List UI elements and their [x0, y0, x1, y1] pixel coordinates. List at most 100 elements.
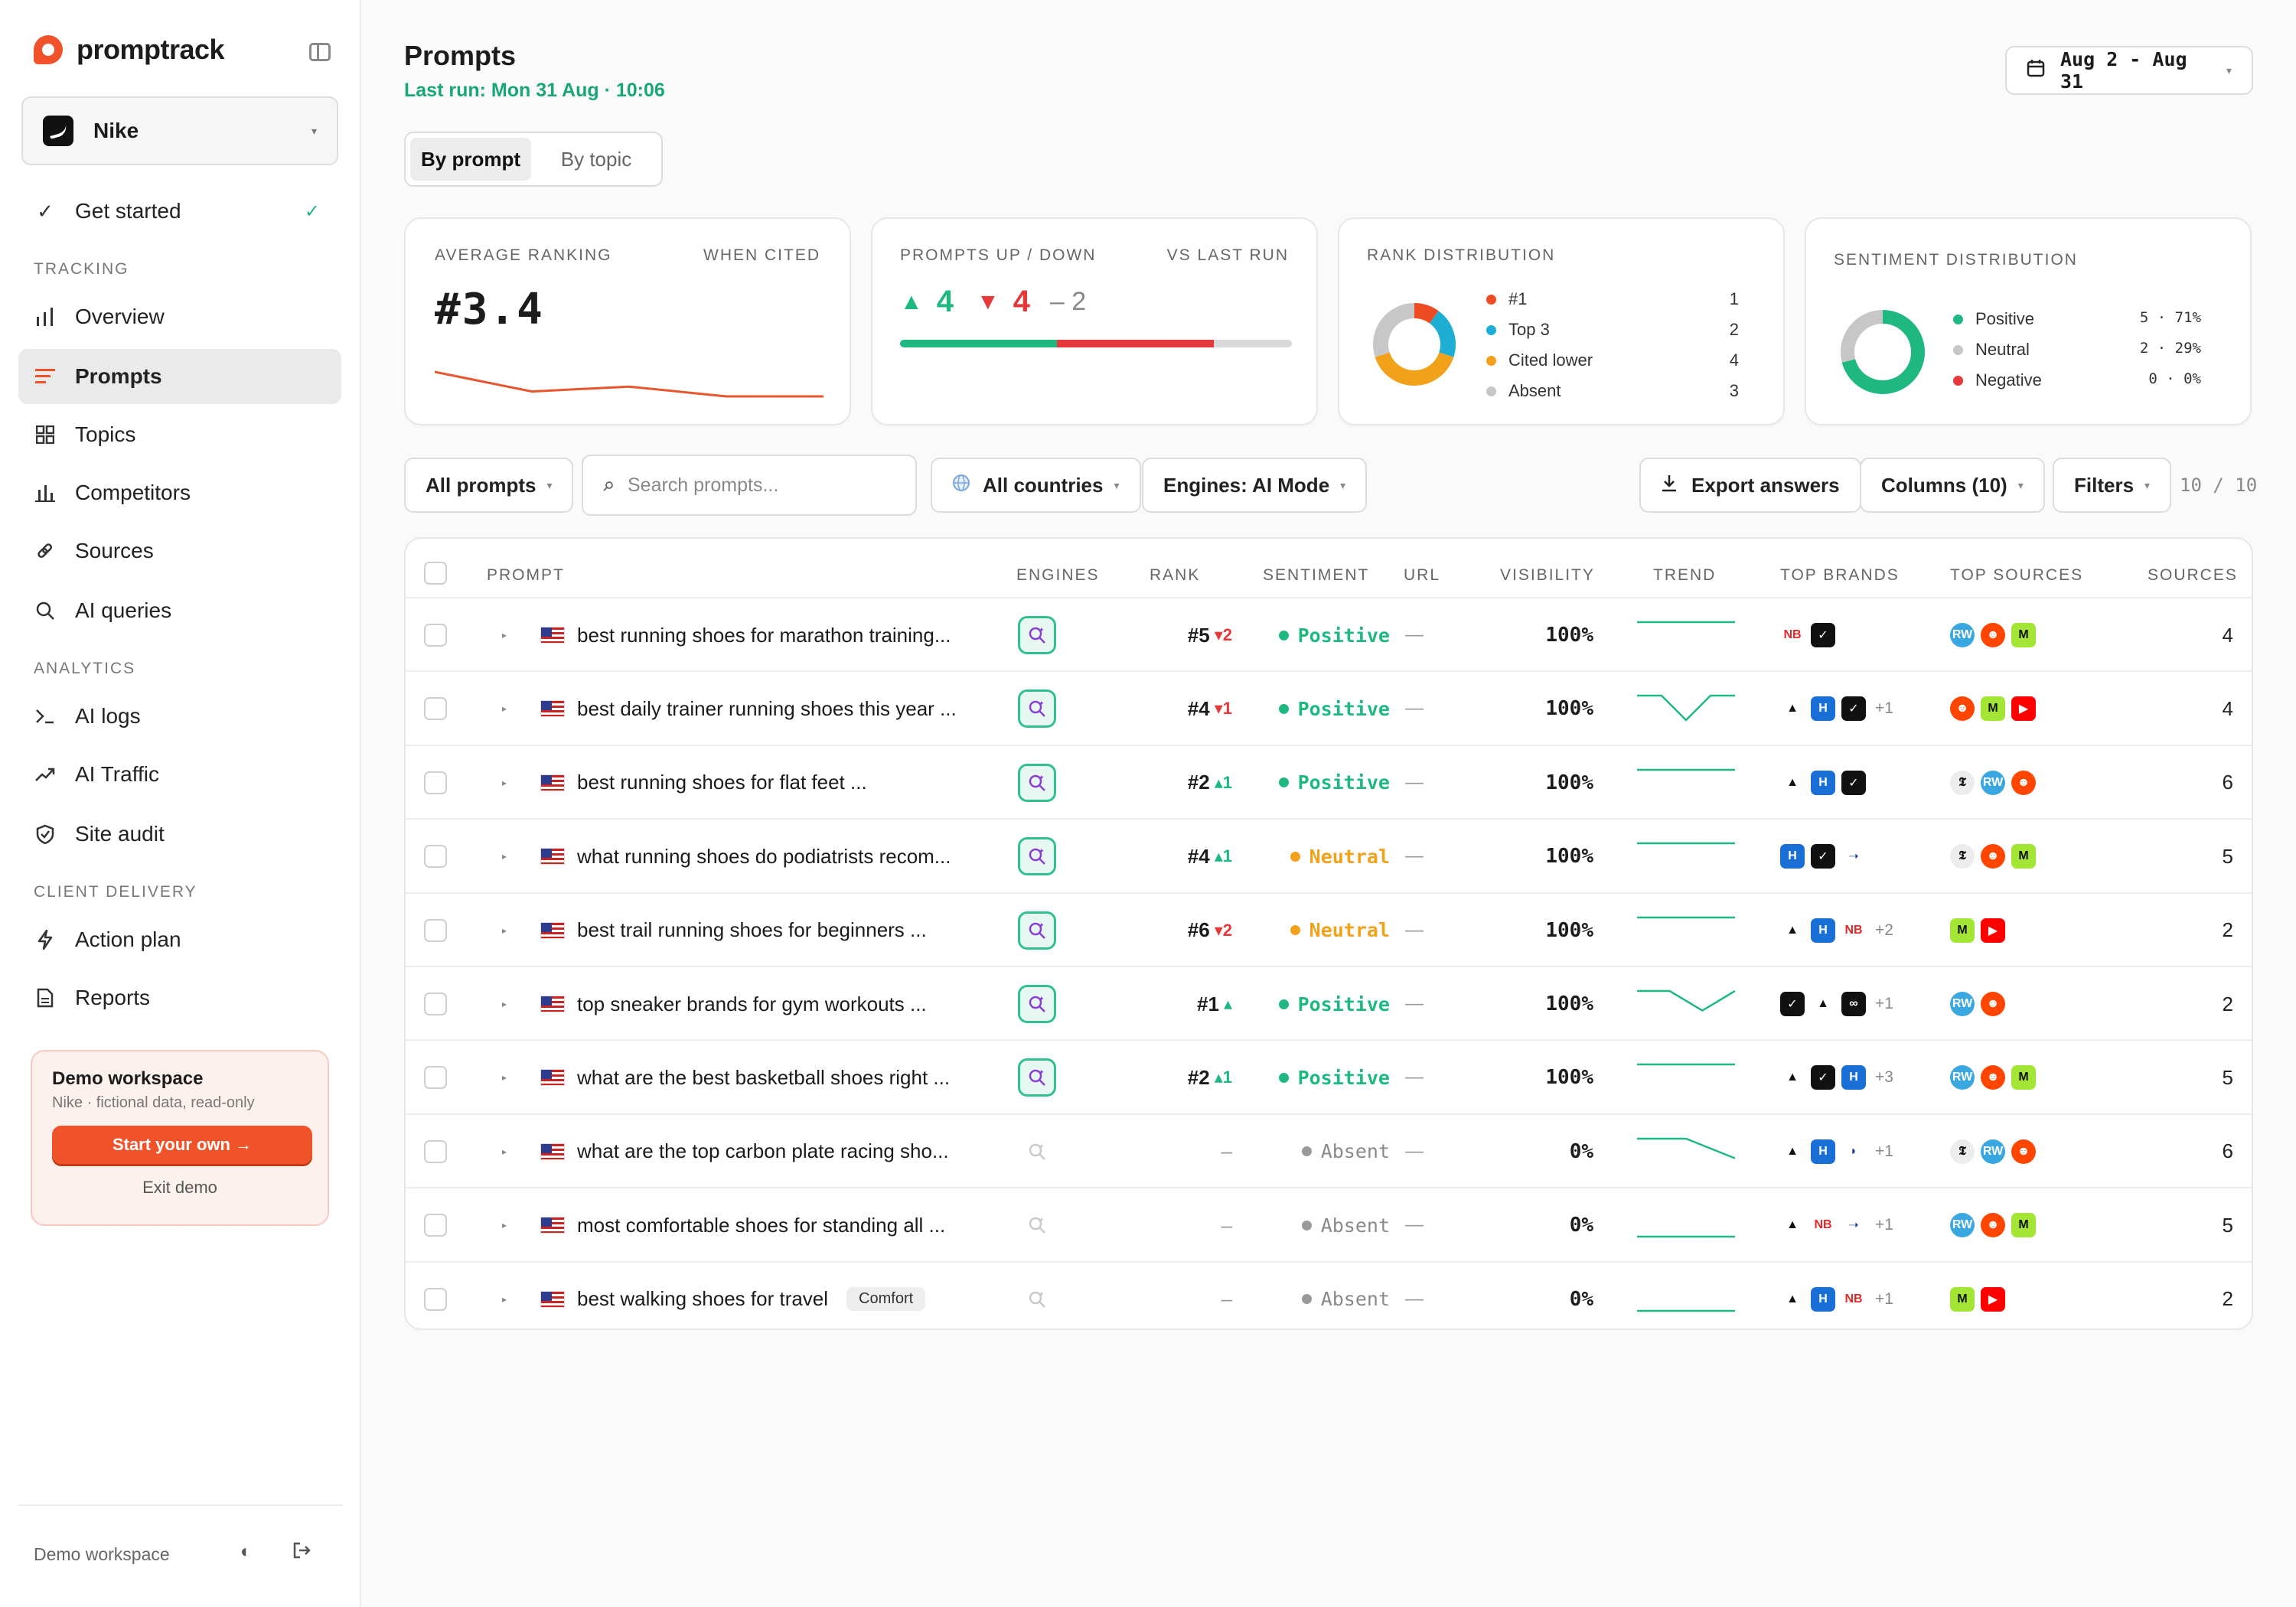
- ai-mode-engine-icon[interactable]: ✦: [1018, 1280, 1056, 1319]
- ai-mode-engine-icon[interactable]: ✦: [1018, 985, 1056, 1023]
- column-header-sentiment[interactable]: SENTIMENT: [1263, 566, 1370, 584]
- row-checkbox[interactable]: [424, 918, 447, 942]
- ai-mode-engine-icon[interactable]: ✦: [1018, 763, 1056, 802]
- prompt-cell[interactable]: what are the top carbon plate racing sho…: [540, 1115, 949, 1188]
- table-row[interactable]: ▸ top sneaker brands for gym workouts ...…: [406, 966, 2252, 1041]
- column-header-url[interactable]: URL: [1404, 566, 1441, 584]
- prompt-cell[interactable]: best trail running shoes for beginners .…: [540, 894, 927, 967]
- table-row[interactable]: ▸ best running shoes for flat feet ... ✦ #2…: [406, 744, 2252, 820]
- prompt-cell[interactable]: best running shoes for flat feet ...: [540, 746, 867, 820]
- expand-row-icon[interactable]: ▸: [502, 851, 507, 862]
- sidebar-item-sources[interactable]: Sources: [18, 523, 341, 579]
- tab-by-topic[interactable]: By topic: [560, 147, 632, 171]
- prompt-cell[interactable]: best running shoes for marathon training…: [540, 598, 951, 672]
- ai-mode-engine-icon[interactable]: ✦: [1018, 911, 1056, 950]
- column-header-top-brands[interactable]: TOP BRANDS: [1780, 566, 1900, 584]
- more-brands-count[interactable]: +1: [1875, 1142, 1893, 1160]
- sidebar-item-overview[interactable]: Overview: [18, 289, 341, 344]
- topic-tag[interactable]: Comfort: [846, 1287, 926, 1312]
- expand-row-icon[interactable]: ▸: [502, 630, 507, 641]
- countries-dropdown[interactable]: All countries ▾: [931, 458, 1141, 513]
- ai-mode-engine-icon[interactable]: ✦: [1018, 1058, 1056, 1097]
- prompt-cell[interactable]: top sneaker brands for gym workouts ...: [540, 967, 927, 1041]
- date-range-picker[interactable]: Aug 2 - Aug 31 ▾: [2005, 46, 2253, 95]
- ai-mode-engine-icon[interactable]: ✦: [1018, 837, 1056, 876]
- table-row[interactable]: ▸ best trail running shoes for beginners …: [406, 892, 2252, 967]
- expand-row-icon[interactable]: ▸: [502, 703, 507, 715]
- more-brands-count[interactable]: +1: [1875, 995, 1893, 1012]
- row-checkbox[interactable]: [424, 1066, 447, 1090]
- table-row[interactable]: ▸ what are the top carbon plate racing sh…: [406, 1113, 2252, 1188]
- column-header-sources[interactable]: SOURCES: [2148, 566, 2238, 584]
- expand-row-icon[interactable]: ▸: [502, 1146, 507, 1157]
- sidebar-item-ai-logs[interactable]: AI logs: [18, 689, 341, 744]
- sidebar-item-site-audit[interactable]: Site audit: [18, 807, 341, 862]
- workspace-switcher[interactable]: Nike ▾: [21, 96, 338, 165]
- logout-icon[interactable]: [292, 1541, 311, 1565]
- expand-row-icon[interactable]: ▸: [502, 1220, 507, 1231]
- table-row[interactable]: ▸ best running shoes for marathon trainin…: [406, 597, 2252, 672]
- row-checkbox[interactable]: [424, 1139, 447, 1163]
- ai-mode-engine-icon[interactable]: ✦: [1018, 1206, 1056, 1244]
- more-brands-count[interactable]: +1: [1875, 699, 1893, 718]
- more-brands-count[interactable]: +3: [1875, 1068, 1893, 1087]
- row-checkbox[interactable]: [424, 697, 447, 721]
- filters-dropdown[interactable]: Filters ▾: [2053, 458, 2172, 513]
- expand-row-icon[interactable]: ▸: [502, 777, 507, 788]
- engines-dropdown[interactable]: Engines: AI Mode ▾: [1142, 458, 1368, 513]
- app-logo[interactable]: promptrack: [34, 34, 225, 66]
- select-all-checkbox[interactable]: [424, 562, 447, 585]
- ai-mode-engine-icon[interactable]: ✦: [1018, 1133, 1056, 1171]
- prompt-cell[interactable]: best daily trainer running shoes this ye…: [540, 672, 957, 745]
- sidebar-toggle-icon[interactable]: [309, 43, 331, 61]
- row-checkbox[interactable]: [424, 771, 447, 794]
- column-header-prompt[interactable]: PROMPT: [487, 566, 565, 584]
- more-brands-count[interactable]: +2: [1875, 921, 1893, 939]
- tab-by-prompt[interactable]: By prompt: [410, 138, 531, 181]
- more-brands-count[interactable]: +1: [1875, 1289, 1893, 1308]
- legend-value: 2: [1729, 320, 1739, 339]
- column-header-engines[interactable]: ENGINES: [1016, 566, 1100, 584]
- row-checkbox[interactable]: [424, 1214, 447, 1237]
- expand-row-icon[interactable]: ▸: [502, 1072, 507, 1084]
- table-row[interactable]: ▸ best walking shoes for travel Comfort ✦ – A…: [406, 1260, 2252, 1328]
- row-checkbox[interactable]: [424, 993, 447, 1015]
- expand-row-icon[interactable]: ▸: [502, 999, 507, 1009]
- ai-mode-engine-icon[interactable]: ✦: [1018, 689, 1056, 729]
- row-checkbox[interactable]: [424, 624, 447, 647]
- row-checkbox[interactable]: [424, 845, 447, 869]
- expand-row-icon[interactable]: ▸: [502, 1293, 507, 1305]
- sidebar-item-competitors[interactable]: Competitors: [18, 465, 341, 520]
- prompt-cell[interactable]: best walking shoes for travel Comfort: [540, 1263, 926, 1328]
- expand-row-icon[interactable]: ▸: [502, 924, 507, 936]
- row-checkbox[interactable]: [424, 1287, 447, 1311]
- up-down-bar: [900, 340, 1292, 347]
- exit-demo-link[interactable]: Exit demo: [142, 1178, 217, 1197]
- table-row[interactable]: ▸ what are the best basketball shoes righ…: [406, 1039, 2252, 1114]
- prompt-cell[interactable]: most comfortable shoes for standing all …: [540, 1188, 945, 1262]
- theme-toggle-icon[interactable]: ◐: [240, 1541, 252, 1562]
- prompt-cell[interactable]: what are the best basketball shoes right…: [540, 1041, 950, 1114]
- sidebar-item-prompts[interactable]: Prompts: [18, 349, 341, 404]
- export-answers-button[interactable]: Export answers: [1639, 458, 1861, 513]
- sidebar-item-reports[interactable]: Reports: [18, 970, 341, 1025]
- sidebar-item-action-plan[interactable]: Action plan: [18, 912, 341, 967]
- column-header-top-sources[interactable]: TOP SOURCES: [1950, 566, 2084, 584]
- start-your-own-button[interactable]: Start your own →: [52, 1126, 312, 1164]
- sidebar-item-topics[interactable]: Topics: [18, 407, 341, 462]
- columns-dropdown[interactable]: Columns (10) ▾: [1860, 458, 2045, 513]
- ai-mode-engine-icon[interactable]: ✦: [1018, 616, 1056, 654]
- table-row[interactable]: ▸ best daily trainer running shoes this y…: [406, 670, 2252, 745]
- table-row[interactable]: ▸ what running shoes do podiatrists recom…: [406, 818, 2252, 893]
- column-header-rank[interactable]: RANK: [1150, 566, 1201, 584]
- table-row[interactable]: ▸ most comfortable shoes for standing all…: [406, 1187, 2252, 1262]
- column-header-visibility[interactable]: VISIBILITY: [1500, 566, 1595, 584]
- sidebar-item-ai-traffic[interactable]: AI Traffic: [18, 747, 341, 802]
- sidebar-item-ai-queries[interactable]: AI queries: [18, 583, 341, 638]
- column-header-trend[interactable]: TREND: [1653, 566, 1717, 584]
- prompt-cell[interactable]: what running shoes do podiatrists recom.…: [540, 820, 951, 893]
- search-input[interactable]: Search prompts...: [582, 455, 917, 516]
- all-prompts-dropdown[interactable]: All prompts ▾: [404, 458, 574, 513]
- sidebar-item-get-started[interactable]: ✓ Get started ✓: [18, 184, 341, 239]
- more-brands-count[interactable]: +1: [1875, 1216, 1893, 1234]
